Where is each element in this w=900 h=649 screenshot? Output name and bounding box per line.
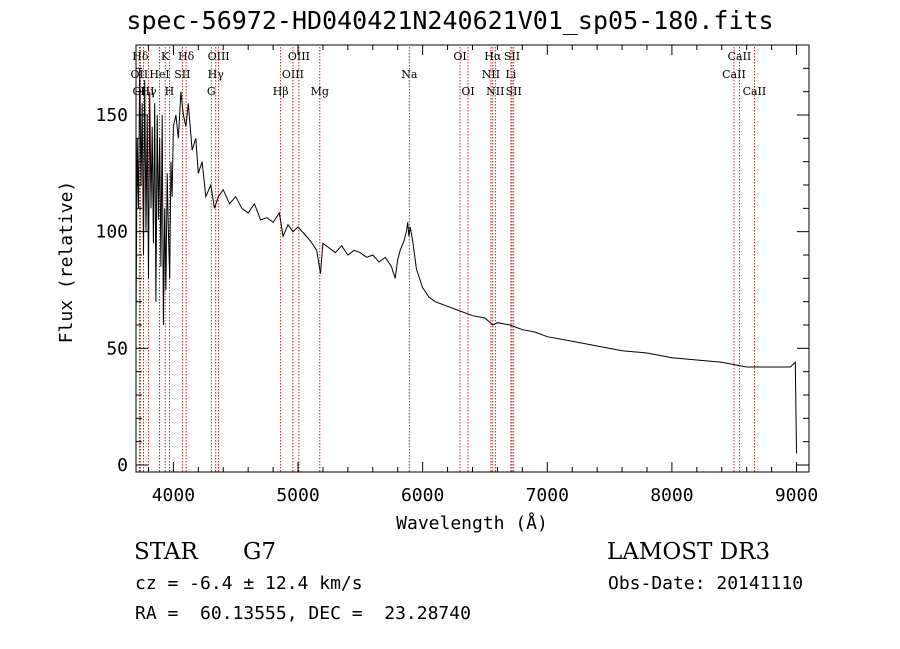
emission-line-label: Hγ xyxy=(140,85,157,98)
emission-line-label: OIII xyxy=(288,50,310,63)
emission-line-label: OIII xyxy=(208,50,230,63)
emission-line-label: OIII xyxy=(282,68,304,81)
emission-line-label: Li xyxy=(505,68,516,81)
emission-line-label: OI xyxy=(453,50,466,63)
y-axis-label: Flux (relative) xyxy=(56,181,77,344)
emission-line-label: SII xyxy=(504,50,520,63)
x-tick-label: 4000 xyxy=(152,485,195,506)
emission-line-markers xyxy=(138,47,755,472)
plot-frame xyxy=(135,44,810,473)
emission-line-label: H xyxy=(165,85,175,98)
axis-ticks xyxy=(136,45,809,472)
emission-line-label: Hβ xyxy=(273,85,289,98)
x-axis-label: Wavelength (Å) xyxy=(396,512,548,534)
emission-line-label: NII xyxy=(482,68,500,81)
survey-name: LAMOST DR3 xyxy=(607,539,771,565)
emission-line-label: CaII xyxy=(722,68,746,81)
axis-tick-labels: 4000 5000 6000 7000 8000 9000 0 50 100 150 xyxy=(95,105,818,506)
y-tick-label: 0 xyxy=(117,455,128,476)
emission-line-label: OI xyxy=(461,85,474,98)
object-subclass: G7 xyxy=(243,539,277,565)
y-tick-label: 100 xyxy=(95,222,128,243)
emission-line-label: Mg xyxy=(311,85,329,98)
emission-line-label: Hγ xyxy=(208,68,225,81)
emission-line-label: K xyxy=(161,50,170,63)
emission-line-label: G xyxy=(207,85,216,98)
emission-line-label: NII xyxy=(486,85,504,98)
spectrum-line xyxy=(135,68,797,454)
coordinates-text: RA = 60.13555, DEC = 23.28740 xyxy=(135,603,471,624)
x-tick-label: 6000 xyxy=(401,485,444,506)
emission-line-label: SII xyxy=(174,68,190,81)
emission-line-label: SII xyxy=(506,85,522,98)
object-class: STAR xyxy=(134,539,198,565)
emission-line-label: Hα xyxy=(484,50,502,63)
emission-line-label: Na xyxy=(401,68,418,81)
obs-date-text: Obs-Date: 20141110 xyxy=(608,573,804,594)
redshift-text: cz = -6.4 ± 12.4 km/s xyxy=(135,573,363,594)
x-tick-label: 5000 xyxy=(276,485,319,506)
y-tick-label: 150 xyxy=(95,105,128,126)
emission-line-label: CaII xyxy=(728,50,752,63)
x-tick-label: 7000 xyxy=(526,485,569,506)
x-tick-label: 8000 xyxy=(650,485,693,506)
emission-line-label: CaII xyxy=(743,85,767,98)
emission-line-label: Hδ xyxy=(178,50,195,63)
y-tick-label: 50 xyxy=(106,338,128,359)
chart-title: spec-56972-HD040421N240621V01_sp05-180.f… xyxy=(126,6,774,35)
emission-line-label: Hδ xyxy=(132,50,149,63)
emission-line-label: HeI xyxy=(149,68,169,81)
emission-line-label: OIII xyxy=(132,85,154,98)
x-tick-label: 9000 xyxy=(775,485,818,506)
